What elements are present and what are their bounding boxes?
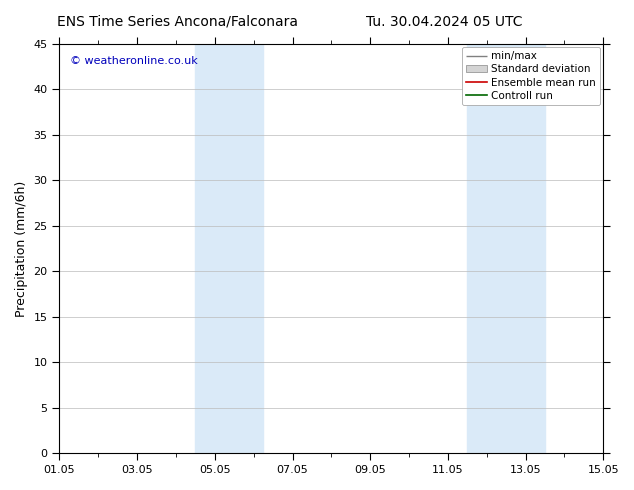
- Text: ENS Time Series Ancona/Falconara: ENS Time Series Ancona/Falconara: [57, 15, 298, 29]
- Bar: [467, 44, 545, 453]
- Y-axis label: Precipitation (mm/6h): Precipitation (mm/6h): [15, 180, 28, 317]
- Bar: [195, 44, 263, 453]
- Text: © weatheronline.co.uk: © weatheronline.co.uk: [70, 56, 198, 66]
- Text: Tu. 30.04.2024 05 UTC: Tu. 30.04.2024 05 UTC: [366, 15, 522, 29]
- Legend: min/max, Standard deviation, Ensemble mean run, Controll run: min/max, Standard deviation, Ensemble me…: [462, 47, 600, 105]
